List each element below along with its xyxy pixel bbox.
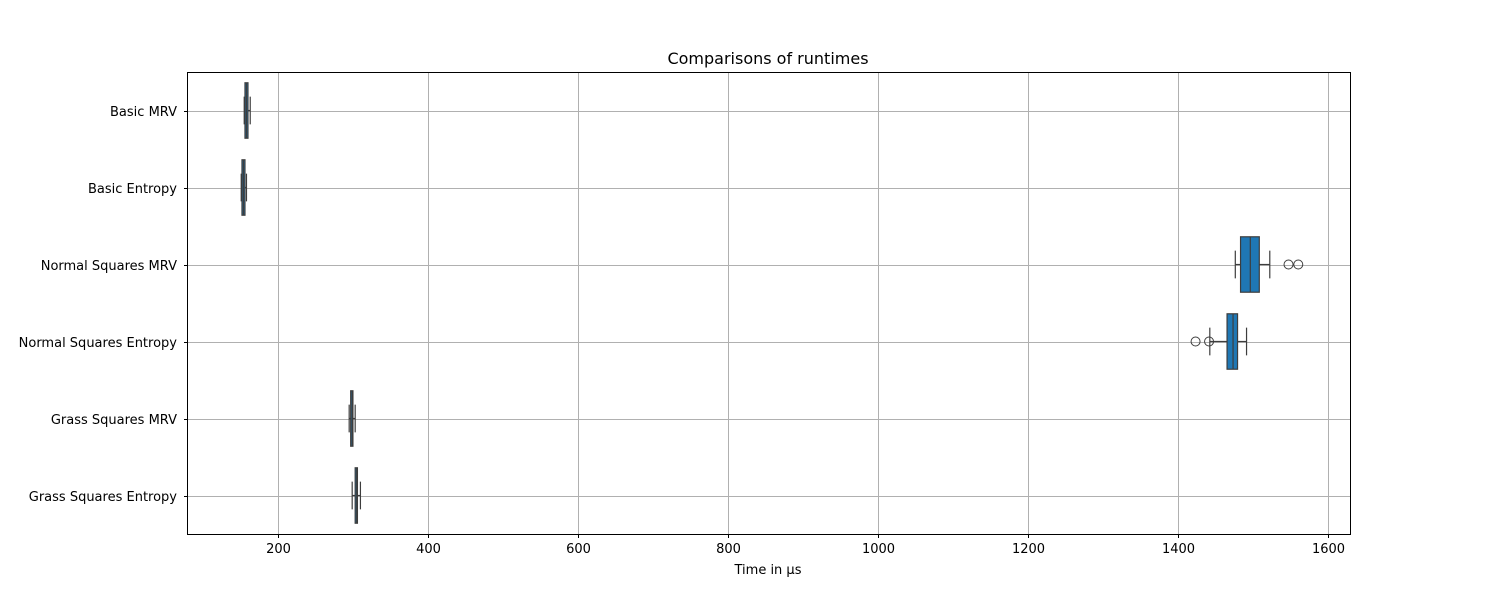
grid bbox=[188, 72, 1350, 534]
x-tick-label: 600 bbox=[566, 542, 591, 557]
x-axis-label: Time in μs bbox=[734, 563, 802, 578]
x-tick-label: 1200 bbox=[1012, 542, 1045, 557]
x-tick-label: 400 bbox=[416, 542, 441, 557]
plot-area-frame bbox=[187, 72, 1351, 535]
box-layer bbox=[240, 82, 1304, 524]
x-tick-label: 200 bbox=[266, 542, 291, 557]
chart-title: Comparisons of runtimes bbox=[667, 49, 868, 68]
outlier-point bbox=[1204, 336, 1215, 347]
x-tick-label: 1000 bbox=[862, 542, 895, 557]
x-tick-label: 800 bbox=[716, 542, 741, 557]
y-tick-label: Grass Squares MRV bbox=[51, 413, 177, 428]
box-basic-entropy bbox=[240, 159, 248, 216]
outlier-point bbox=[1283, 259, 1294, 270]
x-tick-label: 1600 bbox=[1312, 542, 1345, 557]
y-tick-label: Basic Entropy bbox=[88, 182, 177, 197]
x-tick-label: 1400 bbox=[1162, 542, 1195, 557]
y-tick-label: Basic MRV bbox=[110, 105, 177, 120]
ticks: 200 400 600 800 1000 1200 1400 1600 Basic MRV Bas… bbox=[19, 105, 1345, 557]
y-tick-label: Normal Squares Entropy bbox=[19, 336, 178, 351]
box-basic-mrv bbox=[243, 82, 251, 139]
outlier-point bbox=[1293, 259, 1304, 270]
y-tick-label: Normal Squares MRV bbox=[41, 259, 177, 274]
box-grass-squares-mrv bbox=[348, 390, 356, 447]
outlier-point bbox=[1190, 336, 1201, 347]
box-normal-squares-entropy bbox=[1190, 313, 1248, 370]
y-tick-label: Grass Squares Entropy bbox=[29, 490, 178, 505]
box-iqr bbox=[1226, 313, 1239, 370]
box-grass-squares-entropy bbox=[351, 467, 362, 524]
box-normal-squares-mrv bbox=[1234, 236, 1304, 293]
